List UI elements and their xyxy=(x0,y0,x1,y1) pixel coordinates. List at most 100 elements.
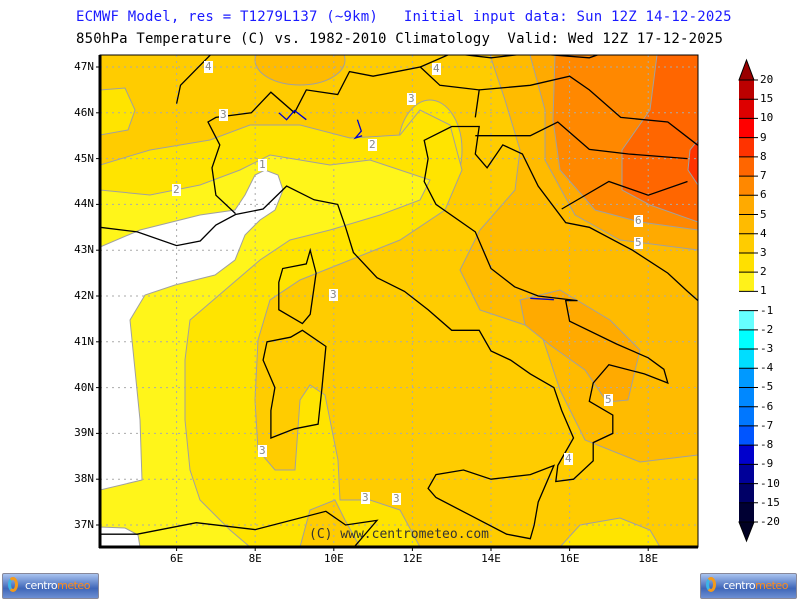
colorbar-label: -9 xyxy=(760,457,774,471)
colorbar-label: 6 xyxy=(760,188,767,202)
longitude-label: 12E xyxy=(402,552,423,565)
coastlines-borders xyxy=(100,55,698,547)
colorbar-label: 7 xyxy=(760,169,767,183)
contour-label: 3 xyxy=(329,288,338,301)
lake-lesina xyxy=(530,297,554,301)
colorbar-segment xyxy=(739,291,754,311)
colorbar-segment xyxy=(739,483,754,503)
model-info-title: ECMWF Model, res = T1279L137 (~9km) Init… xyxy=(76,9,732,25)
colorbar-segment xyxy=(739,195,754,215)
colorbar-label: 3 xyxy=(760,245,767,259)
colorbar-label: -2 xyxy=(760,322,774,336)
coastline-mainland xyxy=(100,125,698,483)
latitude-label: 44N xyxy=(74,197,94,211)
latitude-label: 42N xyxy=(74,289,94,302)
fill-4-5 xyxy=(254,55,346,86)
latitude-label: 46N xyxy=(74,105,94,119)
colorbar-segment xyxy=(739,464,754,484)
lake-garda xyxy=(353,119,363,140)
border-balkans-north xyxy=(479,75,698,147)
border-france-switzerland xyxy=(175,55,212,104)
temperature-fills xyxy=(100,55,698,547)
longitude-label: 14E xyxy=(481,552,501,565)
colorbar-segment xyxy=(739,272,754,292)
colorbar-segment xyxy=(739,137,754,157)
colorbar-label: 20 xyxy=(760,73,774,86)
colorbar-segment xyxy=(739,502,754,522)
colorbar-label: 1 xyxy=(760,284,767,298)
contour-label: 4 xyxy=(432,62,441,75)
colorbar-segment xyxy=(739,406,754,426)
colorbar-label: -3 xyxy=(760,342,774,356)
latitude-label: 39N xyxy=(74,426,94,440)
colorbar-label: 5 xyxy=(760,207,767,221)
colorbar-segment xyxy=(739,233,754,253)
chart-title: 850hPa Temperature (C) vs. 1982-2010 Cli… xyxy=(76,31,724,47)
colorbar-segment xyxy=(739,368,754,388)
fill-8-9 xyxy=(687,139,698,186)
colorbar-segment xyxy=(739,445,754,465)
contour-label: 5 xyxy=(604,393,613,406)
border-bosnia xyxy=(561,180,688,210)
colorbar-segment xyxy=(739,176,754,196)
colorbar-segment xyxy=(739,387,754,407)
latitude-label: 38N xyxy=(74,472,94,486)
colorbar-label: -5 xyxy=(760,380,774,394)
logo-ring-icon xyxy=(8,577,18,592)
colorbar-segment xyxy=(739,214,754,234)
colorbar-label: -20 xyxy=(760,515,780,528)
latitude-label: 41N xyxy=(74,334,94,348)
contour-label: 3 xyxy=(219,108,228,121)
latitude-label: 37N xyxy=(74,518,94,531)
colorbar-segment xyxy=(739,349,754,369)
colorbar-segment xyxy=(739,80,754,100)
logo-ring-icon xyxy=(706,577,716,592)
colorbar-segment xyxy=(739,310,754,330)
copyright-text: (C) www.centrometeo.com xyxy=(309,527,490,542)
fill-below-1 xyxy=(100,526,141,547)
contour-label: 3 xyxy=(407,92,416,105)
colorbar-label: -15 xyxy=(760,495,780,509)
border-croatia xyxy=(475,121,688,160)
colorbar-label: 2 xyxy=(760,265,767,279)
contour-label: 4 xyxy=(204,60,213,73)
centrometeo-logo-left[interactable]: centrometeo xyxy=(2,573,99,599)
longitude-label: 16E xyxy=(559,552,580,565)
border-alps xyxy=(207,66,480,215)
colorbar-label: 8 xyxy=(760,149,767,163)
contour-label: 3 xyxy=(361,491,370,504)
colorbar-label: -10 xyxy=(760,476,780,490)
colorbar-segment xyxy=(739,329,754,350)
longitude-label: 10E xyxy=(323,552,344,565)
centrometeo-logo-right[interactable]: centrometeo xyxy=(700,573,797,599)
colorbar-bottom-arrow xyxy=(738,521,755,543)
contour-label: 5 xyxy=(634,236,643,249)
contour-label: 4 xyxy=(564,452,573,465)
coastline-sardinia xyxy=(262,329,327,439)
contour-label: 2 xyxy=(368,138,377,151)
colorbar-segment xyxy=(739,252,754,273)
lake-maggiore-como xyxy=(278,109,307,121)
colorbar-top-arrow xyxy=(738,58,755,81)
fill-2-3 xyxy=(100,87,136,136)
contour-label: 3 xyxy=(392,492,401,505)
colorbar-label: 15 xyxy=(760,92,774,106)
coastline-corsica xyxy=(278,247,317,325)
colorbar-label: -6 xyxy=(760,399,774,413)
coastline-africa xyxy=(100,510,379,547)
contour-label: 1 xyxy=(258,158,267,171)
latitude-label: 45N xyxy=(74,151,94,165)
colorbar-label: -8 xyxy=(760,438,774,452)
latitude-label: 40N xyxy=(74,380,94,394)
contour-label: 3 xyxy=(258,444,267,457)
longitude-label: 6E xyxy=(169,552,184,565)
colorbar-label: -1 xyxy=(760,303,774,317)
colorbar-label: 10 xyxy=(760,111,774,125)
fill-5-6 xyxy=(519,289,641,403)
colorbar-label: -4 xyxy=(760,361,774,375)
colorbar-segment xyxy=(739,425,754,446)
longitude-label: 18E xyxy=(638,552,659,565)
coastline-sicily xyxy=(427,464,556,540)
colorbar-label: -7 xyxy=(760,418,774,432)
